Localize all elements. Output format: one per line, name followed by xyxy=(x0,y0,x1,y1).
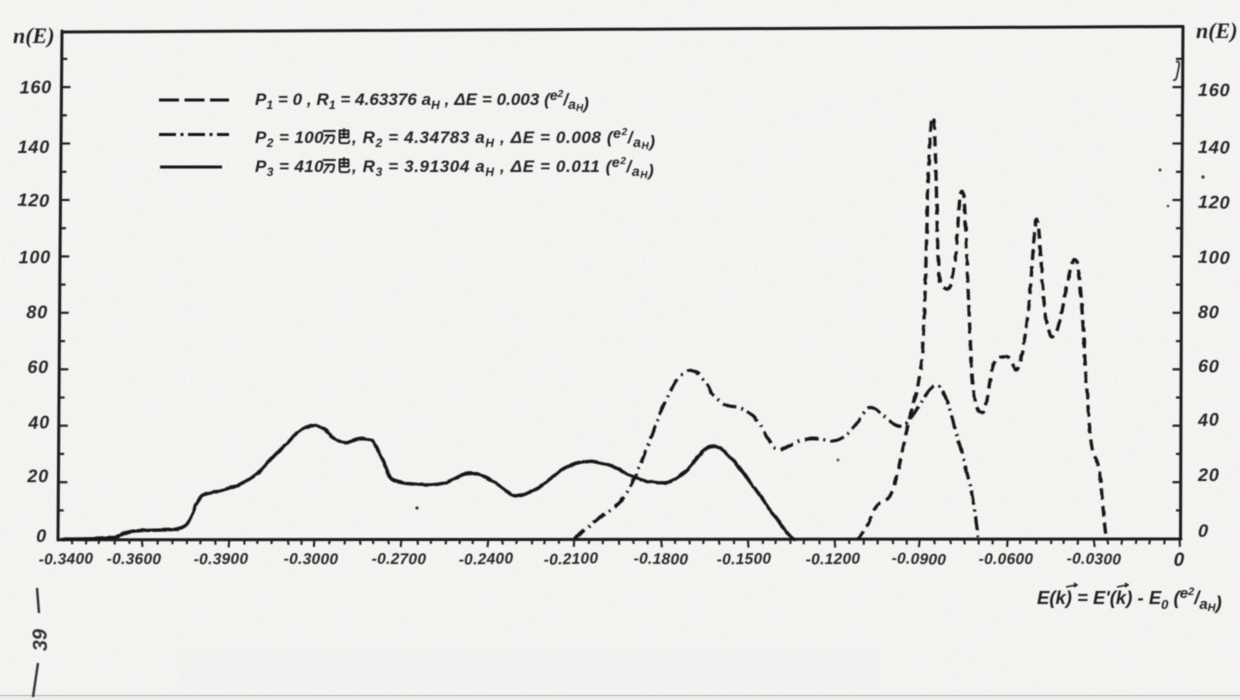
svg-text:-0.1500: -0.1500 xyxy=(717,551,772,569)
svg-text:39: 39 xyxy=(29,628,52,652)
svg-text:40: 40 xyxy=(27,412,51,433)
svg-text:100: 100 xyxy=(1198,247,1231,269)
svg-text:-0.2400: -0.2400 xyxy=(458,550,513,569)
svg-text:-0.0900: -0.0900 xyxy=(891,550,946,569)
svg-text:n(E): n(E) xyxy=(1196,18,1238,43)
svg-text:-0.2100: -0.2100 xyxy=(543,550,598,569)
svg-text:n(E): n(E) xyxy=(13,23,55,48)
svg-text:140: 140 xyxy=(1198,137,1231,158)
svg-text:-0.1200: -0.1200 xyxy=(806,550,861,568)
svg-text:P3 = 410: P3 = 410 xyxy=(255,157,324,179)
svg-text:60: 60 xyxy=(1198,356,1220,377)
svg-text:-0.0600: -0.0600 xyxy=(979,551,1034,568)
svg-text:40: 40 xyxy=(1197,409,1221,430)
svg-text:80: 80 xyxy=(26,302,48,322)
svg-text:-0.3900: -0.3900 xyxy=(194,551,249,568)
svg-text:160: 160 xyxy=(19,77,52,97)
svg-text:0: 0 xyxy=(1174,550,1185,571)
svg-text:120: 120 xyxy=(1198,192,1231,213)
svg-text:-0.3400: -0.3400 xyxy=(39,551,94,569)
svg-text:-0.2700: -0.2700 xyxy=(372,551,427,568)
svg-text:160: 160 xyxy=(1198,80,1231,100)
svg-text:100: 100 xyxy=(18,247,51,267)
svg-text:-0.3600: -0.3600 xyxy=(107,551,162,568)
svg-text:140: 140 xyxy=(18,137,50,157)
svg-text:P2 = 100: P2 = 100 xyxy=(255,128,324,150)
svg-text:20: 20 xyxy=(1197,465,1220,485)
svg-text:-0.1800: -0.1800 xyxy=(633,550,688,568)
svg-text:-0.3000: -0.3000 xyxy=(284,551,339,568)
svg-text:-0.0300: -0.0300 xyxy=(1066,550,1121,568)
svg-text:60: 60 xyxy=(27,357,49,377)
svg-text:20: 20 xyxy=(26,466,49,486)
svg-text:0: 0 xyxy=(36,526,47,546)
svg-text:0: 0 xyxy=(1198,521,1210,541)
svg-text:120: 120 xyxy=(17,190,50,211)
svg-text:80: 80 xyxy=(1198,302,1220,323)
